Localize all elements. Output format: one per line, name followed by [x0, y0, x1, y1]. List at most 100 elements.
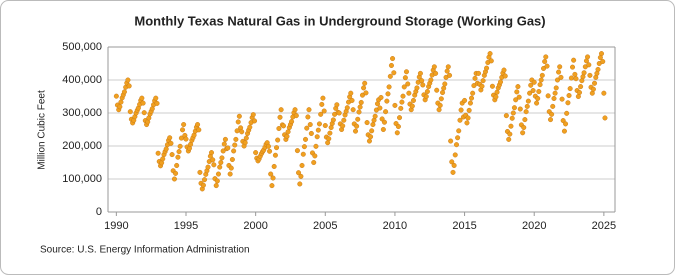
point [515, 84, 521, 90]
point [585, 54, 591, 60]
point [510, 110, 516, 116]
point [455, 135, 461, 141]
point [344, 105, 350, 111]
point [381, 119, 387, 125]
point [507, 131, 513, 137]
point [174, 162, 180, 168]
point [506, 136, 512, 142]
point [270, 175, 276, 181]
point [592, 80, 598, 86]
point [501, 67, 507, 73]
point [218, 159, 224, 165]
point [476, 70, 482, 76]
chart-title: Monthly Texas Natural Gas in Underground… [134, 13, 545, 28]
point [284, 133, 290, 139]
point [232, 142, 238, 148]
point [234, 128, 240, 134]
point [542, 59, 548, 65]
point [390, 56, 396, 62]
point [285, 129, 291, 135]
point [173, 170, 179, 176]
point [398, 105, 404, 111]
point [181, 122, 187, 128]
point [340, 123, 346, 129]
point [372, 113, 378, 119]
point [306, 107, 312, 113]
point [544, 63, 550, 69]
point [538, 77, 544, 83]
point [527, 90, 533, 96]
point [377, 105, 383, 111]
point [457, 117, 463, 123]
point [517, 106, 523, 112]
point [334, 102, 340, 108]
point [452, 152, 458, 158]
point [293, 113, 299, 119]
point [307, 122, 313, 128]
point [229, 157, 235, 163]
point [444, 68, 450, 74]
point [294, 148, 300, 154]
point [514, 89, 520, 95]
point [378, 94, 384, 100]
point [380, 126, 386, 132]
point [392, 102, 398, 108]
point [601, 90, 607, 96]
point [442, 81, 448, 87]
point [235, 119, 241, 125]
point [368, 134, 374, 140]
point [409, 103, 415, 109]
point [358, 99, 364, 105]
point [311, 159, 317, 165]
point [267, 148, 273, 154]
point [522, 117, 528, 123]
point [265, 143, 271, 149]
point [202, 177, 208, 183]
point [554, 77, 560, 83]
point [458, 107, 464, 113]
point [353, 128, 359, 134]
point [180, 127, 186, 133]
point [484, 65, 490, 71]
point [278, 107, 284, 113]
x-tick-label: 2000 [243, 220, 267, 232]
point [163, 146, 169, 152]
point [428, 77, 434, 83]
point [564, 110, 570, 116]
point [183, 136, 189, 142]
source: Source: U.S. Energy Information Administ… [40, 245, 250, 256]
point [308, 130, 314, 136]
point [305, 114, 311, 120]
point [539, 72, 545, 78]
point [384, 98, 390, 104]
point [465, 115, 471, 121]
point [356, 109, 362, 115]
point [503, 113, 509, 119]
point [275, 137, 281, 143]
point [303, 136, 309, 142]
point [467, 100, 473, 106]
point [399, 99, 405, 105]
point [395, 124, 401, 130]
point [438, 96, 444, 102]
point [330, 117, 336, 123]
point [314, 134, 320, 140]
point [177, 143, 183, 149]
point [557, 64, 563, 70]
point [586, 62, 592, 68]
point [363, 90, 369, 96]
point [489, 83, 495, 89]
point [304, 125, 310, 131]
point [456, 128, 462, 134]
point [528, 82, 534, 88]
point [451, 162, 457, 168]
point [210, 157, 216, 163]
point [169, 152, 175, 158]
point [319, 101, 325, 107]
point [272, 152, 278, 158]
point [243, 135, 249, 141]
point [361, 85, 367, 91]
x-tick-label: 2025 [592, 220, 616, 232]
point [543, 54, 549, 60]
point [366, 138, 372, 144]
